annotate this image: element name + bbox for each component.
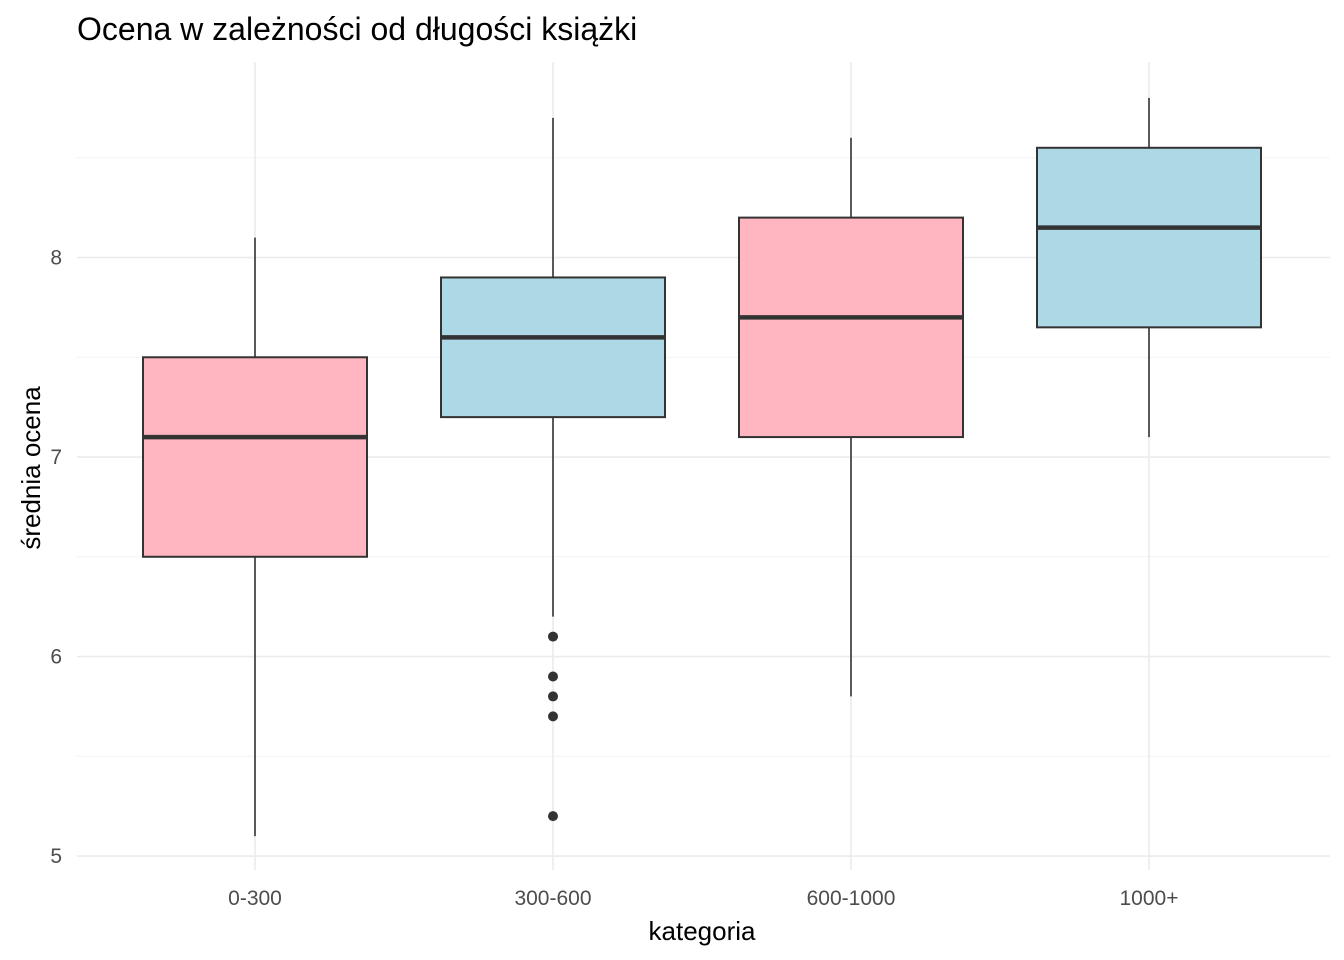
outlier-point [548,671,558,682]
x-tick-label: 0-300 [228,887,282,910]
box [142,356,368,558]
y-tick-label: 7 [50,446,62,469]
x-tick-label: 1000+ [1120,887,1179,910]
y-tick-label: 8 [50,247,62,270]
chart-title: Ocena w zależności od długości książki [77,11,637,47]
y-tick-label: 6 [50,646,62,669]
box-group-3 [1036,97,1262,438]
x-tick-label: 600-1000 [807,887,896,910]
box [440,276,666,419]
tick-labels: 5 6 7 8 0-300 300-600 600-1000 1000+ [50,247,1178,910]
outlier-point [548,811,558,822]
outlier-point [548,631,558,642]
boxes [142,97,1262,837]
x-tick-label: 300-600 [514,887,591,910]
box-group-2 [738,137,964,697]
box [1036,146,1262,329]
box-group-0 [142,237,368,837]
outlier-point [548,691,558,702]
y-axis-title: średnia ocena [16,386,46,550]
outlier-point [548,711,558,722]
box [738,216,964,439]
x-axis-title: kategoria [649,916,756,946]
box-group-1 [440,117,666,822]
y-tick-label: 5 [50,845,62,868]
